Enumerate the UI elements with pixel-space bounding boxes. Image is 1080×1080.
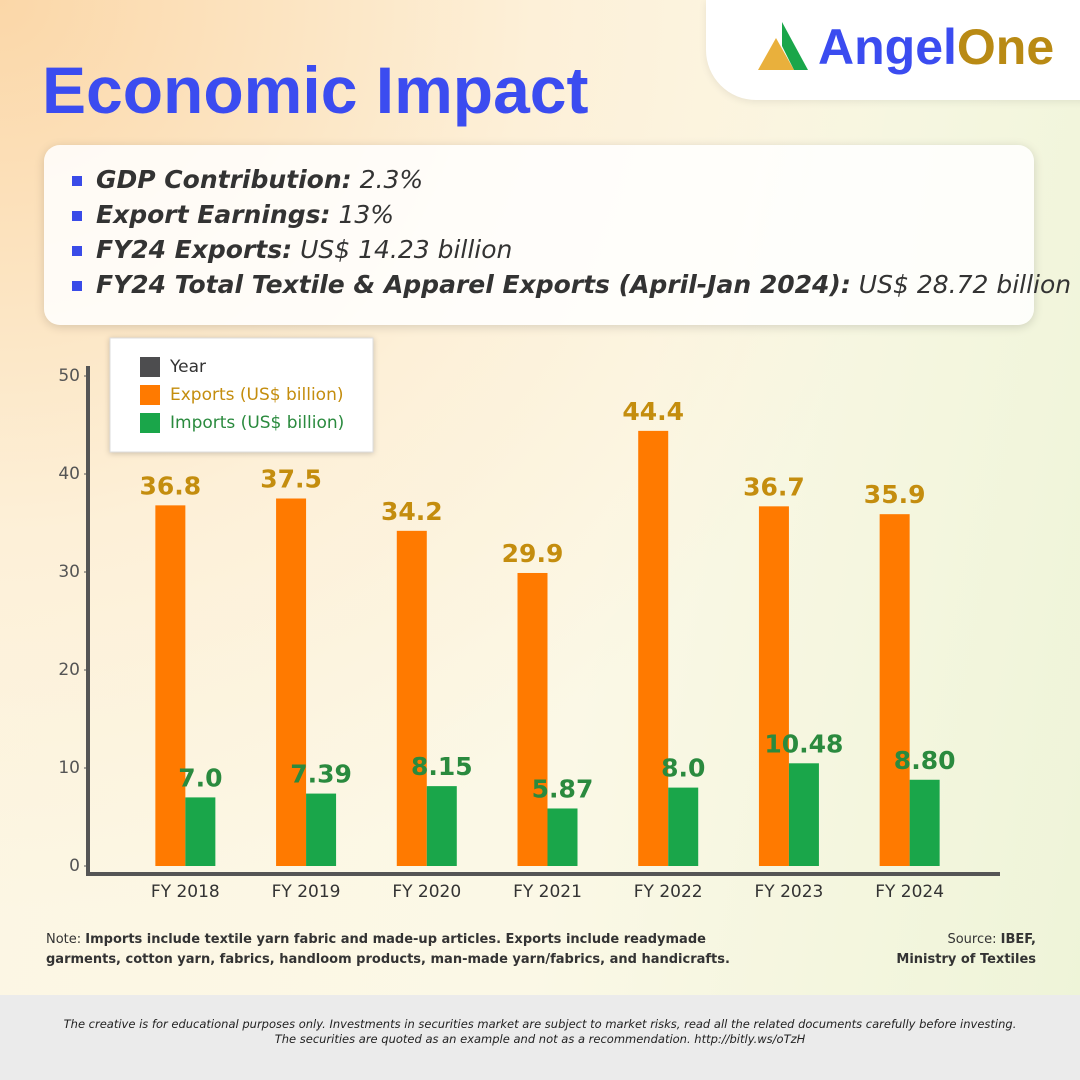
title: Economic Impact <box>42 53 589 127</box>
disclaimer-line: The creative is for educational purposes… <box>63 1017 1017 1031</box>
value-label: 36.8 <box>140 471 202 500</box>
bar <box>276 498 307 866</box>
note: Note: Imports include textile yarn fabri… <box>46 930 746 970</box>
legend-label: Exports (US$ billion) <box>170 385 344 405</box>
legend-swatch <box>140 385 160 405</box>
bar <box>426 786 457 866</box>
disclaimer-line: The securities are quoted as an example … <box>274 1032 806 1046</box>
value-label: 44.4 <box>622 397 684 426</box>
bar <box>909 779 940 866</box>
value-label: 37.5 <box>260 465 322 494</box>
bullet-marker <box>72 176 82 186</box>
value-label: 8.15 <box>411 752 473 781</box>
bar <box>306 793 337 866</box>
bullet: FY24 Exports: US$ 14.23 billion <box>72 235 512 264</box>
bullet-label: FY24 Total Textile & Apparel Exports (Ap… <box>96 270 851 299</box>
x-tick-label: FY 2024 <box>875 882 944 902</box>
value-label: 29.9 <box>502 539 564 568</box>
bar <box>547 808 578 866</box>
logo: AngelOne <box>706 0 1080 100</box>
bar <box>396 530 427 866</box>
disclaimer: The creative is for educational purposes… <box>0 995 1080 1080</box>
bullet-label: GDP Contribution: <box>96 165 352 194</box>
bar <box>788 763 819 866</box>
value-label: 34.2 <box>381 497 443 526</box>
logo-suffix: One <box>956 19 1055 75</box>
bullet-marker <box>72 211 82 221</box>
x-tick-label: FY 2023 <box>755 882 824 902</box>
source: Source: IBEF, Ministry of Textiles <box>896 930 1036 970</box>
bar <box>879 514 910 866</box>
source-label: Source: <box>947 932 997 947</box>
y-tick-label: 0 <box>69 856 80 876</box>
x-tick-label: FY 2022 <box>634 882 703 902</box>
bar <box>185 797 216 866</box>
bullet-label: Export Earnings: <box>96 200 331 229</box>
legend-label: Imports (US$ billion) <box>170 413 344 433</box>
legend-swatch <box>140 413 160 433</box>
value-label: 8.80 <box>894 746 956 775</box>
bar <box>758 506 789 866</box>
bullet-label: FY24 Exports: <box>96 235 293 264</box>
legend-swatch <box>140 357 160 377</box>
y-tick-label: 20 <box>58 660 80 680</box>
value-label: 10.48 <box>764 729 843 758</box>
y-tick-label: 40 <box>58 464 80 484</box>
legend-label: Year <box>169 357 206 377</box>
bar <box>155 505 186 866</box>
y-tick-label: 50 <box>58 366 80 386</box>
bar <box>517 572 548 866</box>
value-label: 7.0 <box>178 763 222 792</box>
y-tick-label: 30 <box>58 562 80 582</box>
source-line: IBEF, <box>1000 932 1036 947</box>
value-label: 7.39 <box>290 760 352 789</box>
y-tick-label: 10 <box>58 758 80 778</box>
bullet-value: 13% <box>338 200 395 229</box>
logo-brand: Angel <box>818 19 957 75</box>
logo-icon <box>758 22 808 70</box>
x-tick-label: FY 2020 <box>392 882 461 902</box>
bullet-marker <box>72 281 82 291</box>
x-tick-label: FY 2019 <box>272 882 341 902</box>
x-tick-label: FY 2021 <box>513 882 582 902</box>
value-label: 5.87 <box>532 774 594 803</box>
bullet-marker <box>72 246 82 256</box>
source-line: Ministry of Textiles <box>896 952 1036 967</box>
bar <box>668 787 699 866</box>
bullet: Export Earnings: 13% <box>72 200 394 229</box>
logo-text: AngelOne <box>818 18 1054 76</box>
value-label: 35.9 <box>864 480 926 509</box>
bullet-box: GDP Contribution: 2.3% Export Earnings: 1… <box>44 145 1071 325</box>
bullet: GDP Contribution: 2.3% <box>72 165 423 194</box>
bullet-value: US$ 14.23 billion <box>300 235 513 264</box>
bar <box>638 430 669 866</box>
x-tick-label: FY 2018 <box>151 882 220 902</box>
bullet-value: 2.3% <box>359 165 424 194</box>
value-label: 36.7 <box>743 472 805 501</box>
note-text: Imports include textile yarn fabric and … <box>46 932 730 967</box>
bullet: FY24 Total Textile & Apparel Exports (Ap… <box>72 270 1071 299</box>
bullet-value: US$ 28.72 billion <box>858 270 1072 299</box>
value-label: 8.0 <box>661 754 705 783</box>
note-label: Note: <box>46 932 82 947</box>
chart: 0 10 20 30 40 50 FY 2018 36.8 7.0 FY 2019 37.5 7.39… <box>58 337 1000 902</box>
